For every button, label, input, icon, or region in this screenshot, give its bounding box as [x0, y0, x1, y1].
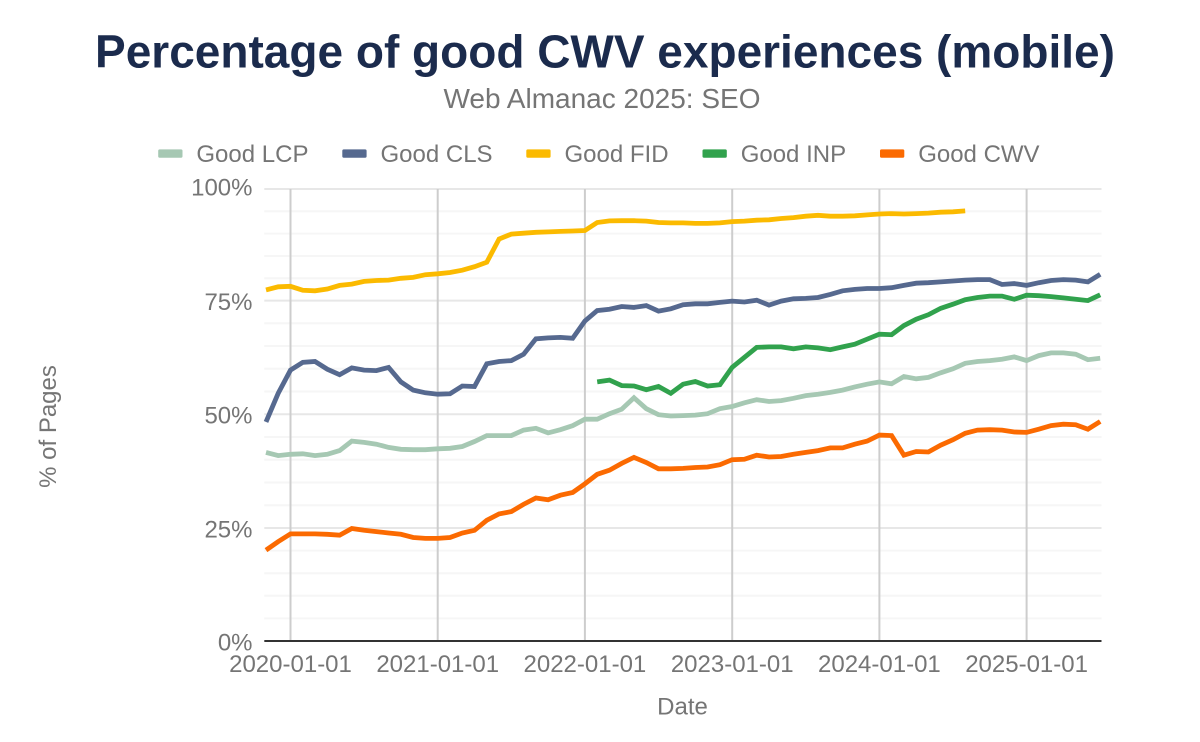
svg-text:100%: 100%	[191, 175, 252, 202]
svg-text:Percentage of good CWV experie: Percentage of good CWV experiences (mobi…	[95, 26, 1115, 78]
svg-text:2020-01-01: 2020-01-01	[229, 651, 352, 678]
svg-text:Good CWV: Good CWV	[918, 141, 1039, 168]
svg-text:25%: 25%	[204, 516, 252, 543]
svg-text:2023-01-01: 2023-01-01	[671, 651, 794, 678]
svg-text:2024-01-01: 2024-01-01	[818, 651, 941, 678]
svg-text:Good INP: Good INP	[741, 141, 846, 168]
svg-text:0%: 0%	[218, 629, 253, 656]
svg-text:% of Pages: % of Pages	[35, 365, 62, 488]
svg-text:Good LCP: Good LCP	[196, 141, 308, 168]
svg-text:50%: 50%	[204, 403, 252, 430]
svg-text:Good CLS: Good CLS	[381, 141, 493, 168]
svg-text:Web Almanac 2025: SEO: Web Almanac 2025: SEO	[444, 83, 761, 114]
svg-text:Date: Date	[657, 694, 708, 721]
svg-text:2022-01-01: 2022-01-01	[524, 651, 647, 678]
svg-text:2021-01-01: 2021-01-01	[376, 651, 499, 678]
svg-text:2025-01-01: 2025-01-01	[965, 651, 1088, 678]
svg-text:75%: 75%	[204, 289, 252, 316]
svg-text:Good FID: Good FID	[565, 141, 669, 168]
